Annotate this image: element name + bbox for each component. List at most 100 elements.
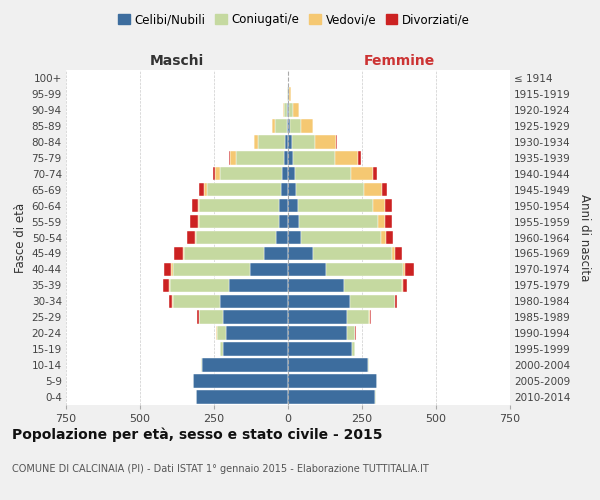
Bar (288, 167, 295, 180)
Bar (250, 262, 288, 276)
Text: Femmine: Femmine (364, 54, 434, 68)
Y-axis label: Fasce di età: Fasce di età (14, 202, 28, 272)
Bar (288, 151, 293, 164)
Bar (236, 151, 284, 164)
Bar (290, 119, 301, 132)
Bar (288, 294, 350, 308)
Bar (275, 119, 287, 132)
Bar (254, 135, 259, 148)
Bar (164, 262, 171, 276)
Bar (279, 199, 288, 212)
Legend: Celibi/Nubili, Coniugati/e, Vedovi/e, Divorziati/e: Celibi/Nubili, Coniugati/e, Vedovi/e, Di… (113, 8, 475, 31)
Bar (358, 151, 361, 164)
Bar (403, 262, 405, 276)
Text: COMUNE DI CALCINAIA (PI) - Dati ISTAT 1° gennaio 2015 - Elaborazione TUTTITALIA.: COMUNE DI CALCINAIA (PI) - Dati ISTAT 1°… (12, 464, 429, 474)
Bar (190, 215, 198, 228)
Bar (386, 230, 393, 244)
Bar (381, 230, 386, 244)
Bar (288, 215, 299, 228)
Bar (223, 342, 288, 356)
Bar (265, 246, 288, 260)
Bar (288, 278, 344, 292)
Bar (283, 103, 284, 117)
Bar (281, 183, 288, 196)
Bar (285, 135, 288, 148)
Bar (382, 183, 388, 196)
Bar (173, 294, 220, 308)
Bar (298, 199, 373, 212)
Bar (230, 151, 236, 164)
Bar (279, 215, 288, 228)
Bar (287, 103, 288, 117)
Bar (169, 294, 172, 308)
Bar (288, 103, 289, 117)
Bar (288, 199, 298, 212)
Bar (351, 167, 373, 180)
Bar (326, 262, 403, 276)
Bar (195, 230, 196, 244)
Bar (197, 310, 199, 324)
Bar (220, 342, 223, 356)
Bar (170, 278, 229, 292)
Bar (217, 326, 226, 340)
Bar (293, 103, 299, 117)
Bar (288, 374, 377, 388)
Bar (288, 326, 347, 340)
Bar (212, 167, 215, 180)
Bar (288, 183, 296, 196)
Bar (288, 390, 376, 404)
Bar (183, 246, 184, 260)
Bar (347, 326, 355, 340)
Bar (336, 135, 337, 148)
Bar (220, 294, 288, 308)
Bar (364, 183, 382, 196)
Bar (187, 230, 195, 244)
Text: Maschi: Maschi (150, 54, 204, 68)
Bar (272, 119, 275, 132)
Bar (288, 246, 313, 260)
Bar (226, 326, 288, 340)
Bar (215, 167, 220, 180)
Bar (193, 374, 288, 388)
Bar (385, 215, 392, 228)
Y-axis label: Anni di nascita: Anni di nascita (578, 194, 591, 281)
Bar (395, 246, 402, 260)
Bar (405, 262, 414, 276)
Bar (284, 103, 287, 117)
Bar (344, 278, 402, 292)
Bar (173, 262, 250, 276)
Bar (288, 119, 290, 132)
Bar (199, 310, 223, 324)
Bar (289, 87, 291, 101)
Bar (385, 199, 392, 212)
Bar (220, 167, 282, 180)
Bar (184, 246, 265, 260)
Bar (198, 215, 199, 228)
Bar (287, 119, 288, 132)
Bar (295, 167, 351, 180)
Bar (315, 135, 336, 148)
Bar (196, 390, 288, 404)
Bar (223, 310, 288, 324)
Bar (373, 167, 377, 180)
Bar (229, 151, 230, 164)
Bar (199, 199, 279, 212)
Bar (171, 262, 173, 276)
Bar (192, 199, 198, 212)
Bar (377, 215, 385, 228)
Bar (199, 215, 279, 228)
Bar (288, 262, 326, 276)
Bar (199, 183, 203, 196)
Bar (163, 278, 169, 292)
Bar (200, 358, 202, 372)
Text: Popolazione per età, sesso e stato civile - 2015: Popolazione per età, sesso e stato civil… (12, 428, 383, 442)
Bar (288, 342, 352, 356)
Bar (202, 358, 288, 372)
Bar (301, 119, 313, 132)
Bar (395, 294, 397, 308)
Bar (296, 183, 364, 196)
Bar (276, 230, 288, 244)
Bar (301, 230, 381, 244)
Bar (206, 183, 281, 196)
Bar (288, 135, 292, 148)
